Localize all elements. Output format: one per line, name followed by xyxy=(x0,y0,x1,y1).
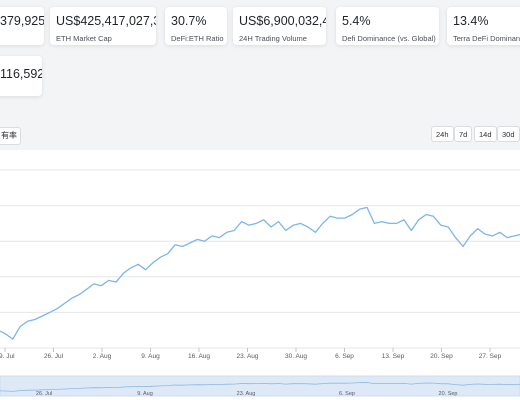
stat-label: DeFi:ETH Ratio xyxy=(171,34,224,43)
x-tick-label: 19. Jul xyxy=(0,353,15,360)
stat-card-defi-eth-ratio: 30.7% DeFi:ETH Ratio xyxy=(165,7,227,45)
navigator-tick-label: 9. Aug xyxy=(137,391,153,397)
range-30d-button[interactable]: 30d xyxy=(497,126,520,142)
navigator-tick-label: 6. Sep xyxy=(339,391,355,397)
x-tick-label: 27. Sep xyxy=(479,353,502,360)
stat-card-eth-market-cap-partial: 379,925 xyxy=(0,7,44,45)
range-24h-button[interactable]: 24h xyxy=(431,126,454,142)
x-tick-label: 30. Aug xyxy=(285,353,307,360)
stat-card-trading-volume: US$6,900,032,405 24H Trading Volume xyxy=(233,7,326,45)
chart-area: 19. Jul 26. Jul 2. Aug 9. Aug 16. Aug 23. Aug… xyxy=(0,150,520,400)
stat-card-defi-dominance: 5.4% Defi Dominance (vs. Global) xyxy=(336,7,439,45)
stat-label: ETH Market Cap xyxy=(56,34,112,43)
x-tick-label: 2. Aug xyxy=(93,353,112,360)
navigator-series-line xyxy=(0,382,520,392)
navigator-window xyxy=(0,375,520,397)
range-14d-button[interactable]: 14d xyxy=(474,126,497,142)
stat-value: 13.4% xyxy=(453,14,489,28)
line-chart: 19. Jul 26. Jul 2. Aug 9. Aug 16. Aug 23. Aug… xyxy=(0,169,520,397)
stat-label: Defi Dominance (vs. Global) xyxy=(342,34,436,43)
stat-value: 30.7% xyxy=(171,14,207,28)
stat-label: Terra DeFi Dominance xyxy=(453,34,520,43)
x-tick-label: 16. Aug xyxy=(188,353,210,360)
range-7d-button[interactable]: 7d xyxy=(454,126,473,142)
x-tick-label: 23. Aug xyxy=(236,353,258,360)
stat-card-second-row: 116,592 xyxy=(0,56,42,96)
stat-value: 5.4% xyxy=(342,14,371,28)
stat-value: US$6,900,032,405 xyxy=(239,14,326,28)
stat-label: 24H Trading Volume xyxy=(239,34,307,43)
navigator-tick-label: 26. Jul xyxy=(36,391,52,397)
x-tick-label: 26. Jul xyxy=(44,353,64,360)
x-tick-label: 6. Sep xyxy=(335,353,354,360)
stat-value: 379,925 xyxy=(0,14,44,28)
x-tick-label: 20. Sep xyxy=(430,353,453,360)
x-tick-label: 13. Sep xyxy=(382,353,405,360)
series-line xyxy=(0,206,520,340)
navigator-tick-label: 23. Aug xyxy=(237,391,256,397)
stat-value: US$425,417,027,366 xyxy=(56,14,156,28)
stat-card-eth-market-cap: US$425,417,027,366 ETH Market Cap xyxy=(50,7,156,45)
navigator-tick-label: 20. Sep xyxy=(439,391,458,397)
stat-value: 116,592 xyxy=(0,67,42,81)
stat-card-terra-defi-dominance: 13.4% Terra DeFi Dominance xyxy=(447,7,520,45)
x-tick-label: 9. Aug xyxy=(141,353,160,360)
chart-tab-dominance[interactable]: 有率 xyxy=(0,127,21,145)
